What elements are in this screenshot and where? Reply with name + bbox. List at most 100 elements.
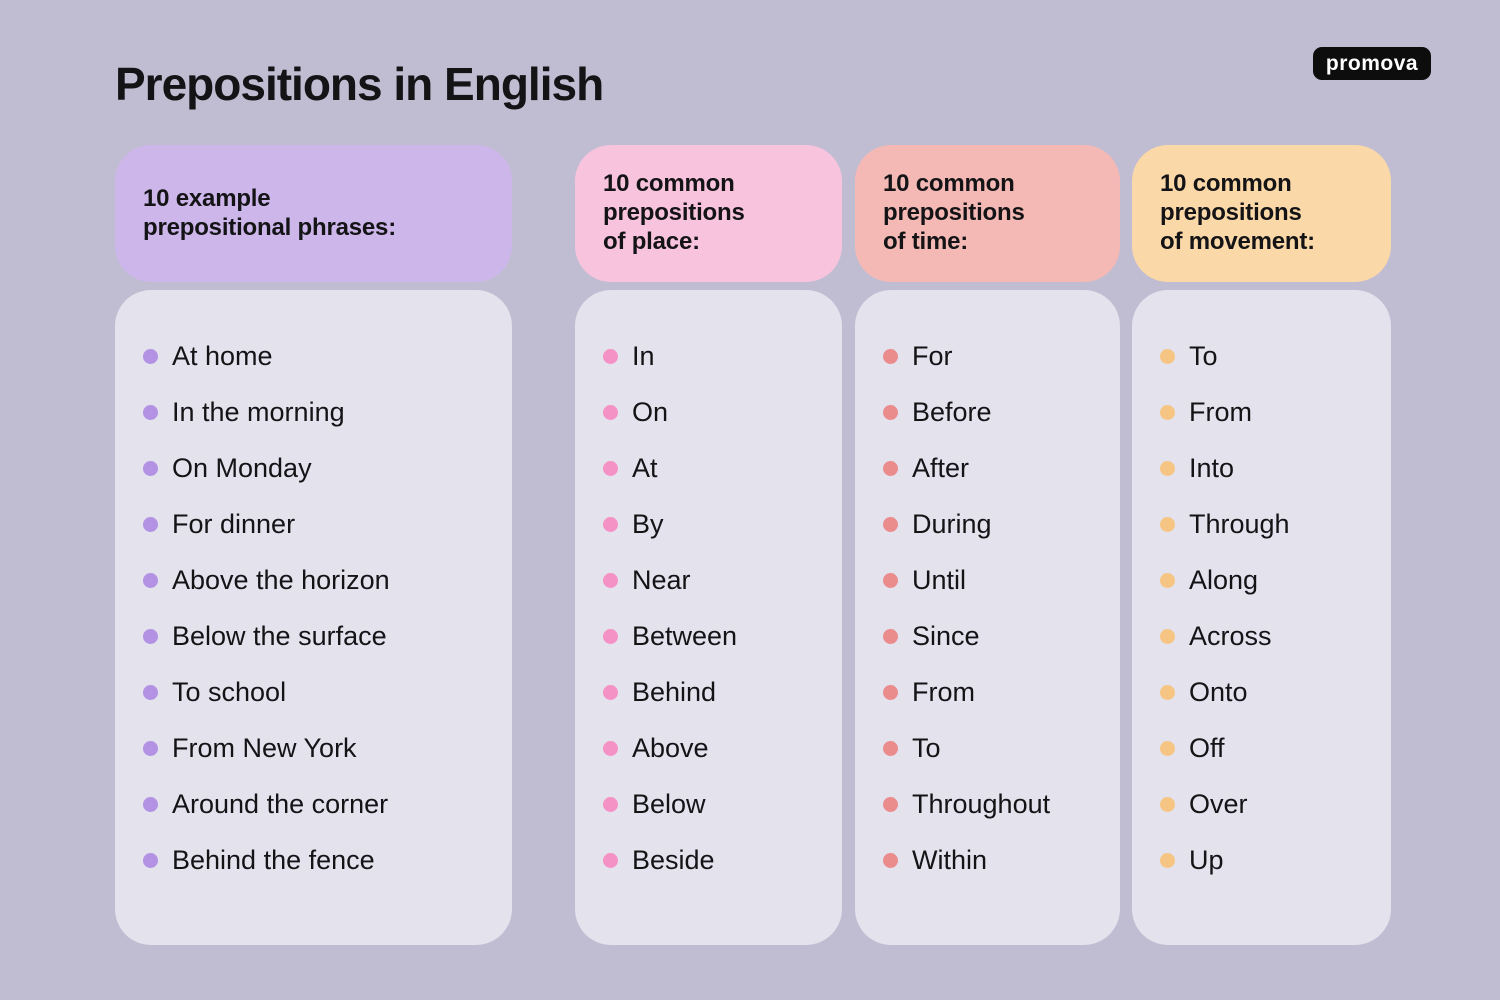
list-item-label: On [632, 396, 669, 427]
bullet-dot-icon [603, 460, 618, 476]
list-item: Above the horizon [143, 552, 498, 608]
bullet-dot-icon [883, 404, 898, 420]
list-item-label: To [1189, 340, 1218, 371]
column-prepositions-of-movement: 10 common prepositions of movement: To F… [1132, 145, 1391, 945]
bullet-dot-icon [603, 572, 618, 588]
list-item: On Monday [143, 440, 498, 496]
list-item: Across [1160, 608, 1377, 664]
list-item: Before [883, 384, 1106, 440]
list-item: Behind the fence [143, 832, 498, 888]
list-item: Through [1160, 496, 1377, 552]
promova-logo-text: promova [1325, 51, 1419, 75]
bullet-dot-icon [1160, 404, 1175, 420]
bullet-dot-icon [143, 740, 158, 756]
list-item-label: From New York [172, 732, 357, 763]
list-item-label: Until [912, 564, 967, 595]
list-item-label: Within [912, 844, 988, 875]
bullet-dot-icon [143, 796, 158, 812]
list-item-label: Below [632, 788, 706, 819]
header-line: prepositions [883, 199, 1025, 227]
bullet-dot-icon [883, 628, 898, 644]
list-item: By [603, 496, 828, 552]
bullet-dot-icon [883, 740, 898, 756]
list-item-label: Between [632, 620, 738, 651]
column-header-prepositional-phrases: 10 example prepositional phrases: [115, 145, 512, 282]
list-item: Since [883, 608, 1106, 664]
list-item: At home [143, 328, 498, 384]
list-item: Beside [603, 832, 828, 888]
list-item-label: Before [912, 396, 992, 427]
list-item: From New York [143, 720, 498, 776]
header-line: 10 common [603, 170, 735, 198]
bullet-dot-icon [883, 572, 898, 588]
list-item: After [883, 440, 1106, 496]
list-item: At [603, 440, 828, 496]
bullet-dot-icon [143, 404, 158, 420]
list-item-label: Behind [632, 676, 717, 707]
column-prepositions-of-place: 10 common prepositions of place: In On A… [575, 145, 842, 945]
list-item: Behind [603, 664, 828, 720]
list-item: Along [1160, 552, 1377, 608]
list-item-label: Throughout [912, 788, 1051, 819]
bullet-dot-icon [1160, 852, 1175, 868]
bullet-dot-icon [603, 796, 618, 812]
bullet-dot-icon [603, 628, 618, 644]
column-prepositions-of-time: 10 common prepositions of time: For Befo… [855, 145, 1120, 945]
list-item-label: Around the corner [172, 788, 389, 819]
bullet-dot-icon [143, 572, 158, 588]
bullet-dot-icon [603, 852, 618, 868]
list-item: On [603, 384, 828, 440]
list-item-label: To school [172, 676, 287, 707]
list-item-label: Beside [632, 844, 715, 875]
list-item: Up [1160, 832, 1377, 888]
list-item: Off [1160, 720, 1377, 776]
list-item-label: Near [632, 564, 691, 595]
list-item-label: Above the horizon [172, 564, 390, 595]
list-item: To school [143, 664, 498, 720]
header-line: of place: [603, 227, 700, 255]
list-item: From [1160, 384, 1377, 440]
list-item-label: Above [632, 732, 709, 763]
bullet-dot-icon [603, 740, 618, 756]
bullet-dot-icon [143, 460, 158, 476]
list-item: In the morning [143, 384, 498, 440]
list-item: Around the corner [143, 776, 498, 832]
promova-logo: promova [1313, 47, 1431, 80]
column-prepositional-phrases: 10 example prepositional phrases: At hom… [115, 145, 512, 945]
list-item-label: For [912, 340, 953, 371]
header-line: of time: [883, 227, 969, 255]
list-item: For dinner [143, 496, 498, 552]
list-item-label: In [632, 340, 655, 371]
list-item-label: On Monday [172, 452, 312, 483]
bullet-dot-icon [603, 348, 618, 364]
header-line: 10 example [143, 184, 271, 212]
column-header-prepositions-of-time: 10 common prepositions of time: [855, 145, 1120, 282]
column-list-prepositions-of-place: In On At By Near Between Behind Above Be… [575, 290, 842, 945]
list-item-label: Across [1189, 620, 1272, 651]
list-item-label: Into [1189, 452, 1235, 483]
list-item: Above [603, 720, 828, 776]
list-item-label: Onto [1189, 676, 1248, 707]
header-line: prepositions [1160, 199, 1302, 227]
list-item: Between [603, 608, 828, 664]
header-line: prepositions [603, 199, 745, 227]
list-item-label: In the morning [172, 396, 345, 427]
list-item: Over [1160, 776, 1377, 832]
column-list-prepositional-phrases: At home In the morning On Monday For din… [115, 290, 512, 945]
list-item: To [1160, 328, 1377, 384]
bullet-dot-icon [883, 348, 898, 364]
list-item-label: To [912, 732, 941, 763]
bullet-dot-icon [883, 852, 898, 868]
bullet-dot-icon [603, 684, 618, 700]
list-item-label: Behind the fence [172, 844, 375, 875]
list-item: Near [603, 552, 828, 608]
bullet-dot-icon [1160, 516, 1175, 532]
list-item: Until [883, 552, 1106, 608]
list-item-label: From [1189, 396, 1252, 427]
list-item-label: At [632, 452, 658, 483]
bullet-dot-icon [883, 796, 898, 812]
bullet-dot-icon [143, 852, 158, 868]
list-item-label: From [912, 676, 975, 707]
list-item: During [883, 496, 1106, 552]
